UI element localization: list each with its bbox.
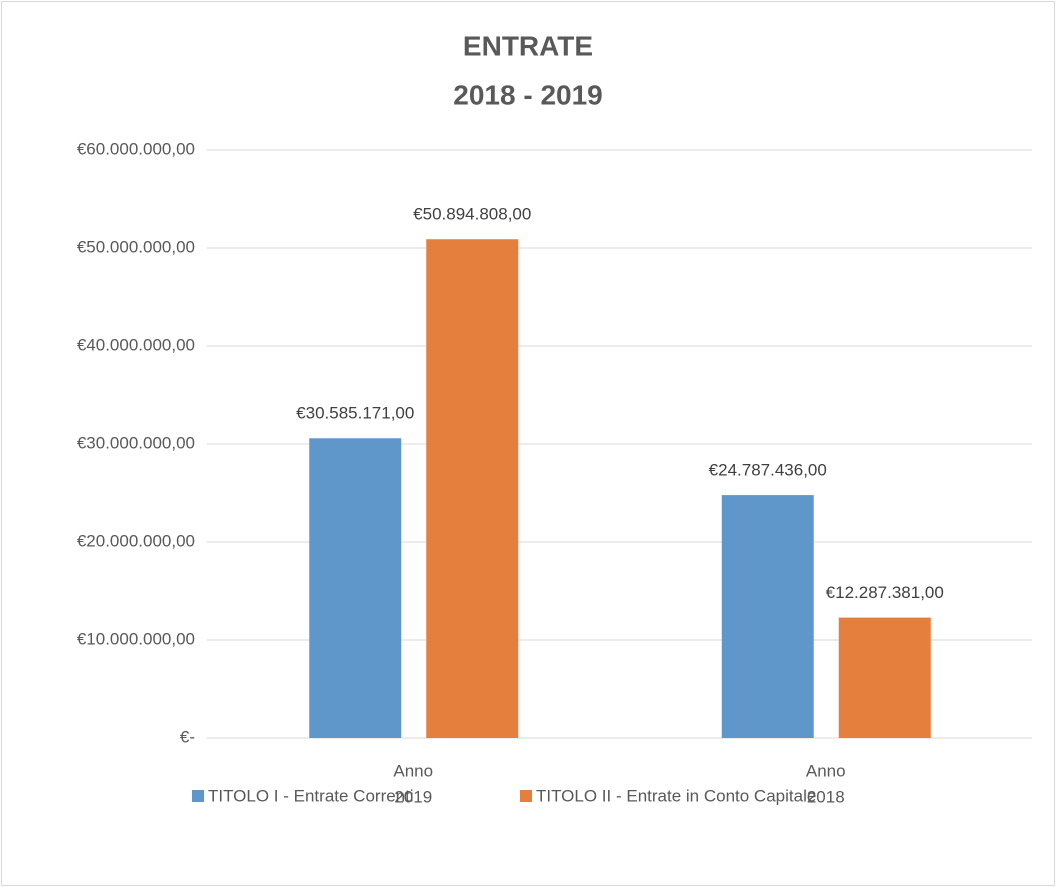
chart-title: ENTRATE [463, 30, 593, 61]
x-tick-label: Anno [393, 761, 433, 780]
y-tick-label: €20.000.000,00 [77, 531, 195, 550]
data-label: €24.787.436,00 [709, 461, 827, 480]
x-tick-label: Anno [806, 761, 846, 780]
data-label: €50.894.808,00 [413, 205, 531, 224]
y-tick-label: €60.000.000,00 [77, 139, 195, 158]
y-tick-label: €50.000.000,00 [77, 237, 195, 256]
bar [838, 617, 931, 738]
bar [426, 239, 519, 738]
y-tick-label: €40.000.000,00 [77, 335, 195, 354]
y-tick-label: €- [180, 727, 195, 746]
bar [721, 495, 814, 738]
bar [309, 438, 402, 738]
legend-swatch [520, 790, 532, 802]
legend-label: TITOLO II - Entrate in Conto Capitale [536, 786, 816, 805]
legend-swatch [192, 790, 204, 802]
chart-title: 2018 - 2019 [453, 79, 602, 110]
y-tick-label: €10.000.000,00 [77, 629, 195, 648]
legend-label: TITOLO I - Entrate Correnti [208, 786, 414, 805]
data-label: €12.287.381,00 [826, 583, 944, 602]
y-tick-label: €30.000.000,00 [77, 433, 195, 452]
x-tick-label: 2018 [807, 787, 845, 806]
x-tick-label: 2019 [394, 787, 432, 806]
data-label: €30.585.171,00 [296, 404, 414, 423]
